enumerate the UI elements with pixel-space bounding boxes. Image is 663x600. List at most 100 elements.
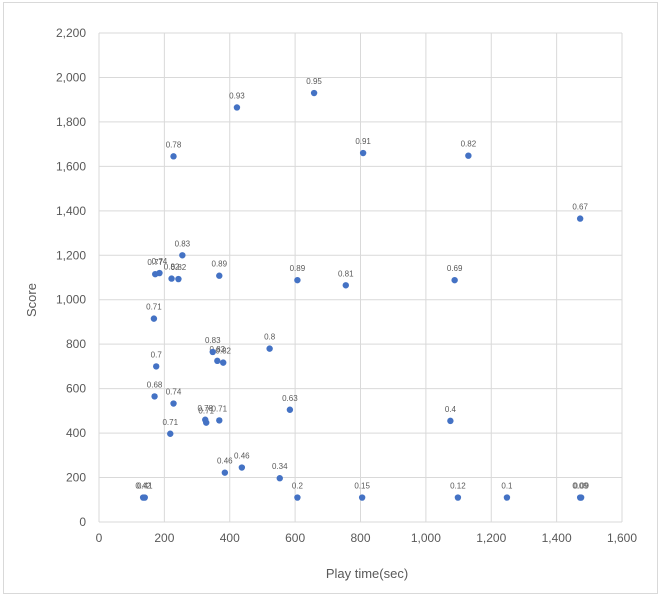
data-point [221, 469, 229, 476]
data-point [168, 275, 175, 282]
data-point [503, 494, 511, 501]
data-point [577, 494, 585, 501]
data-label: 0.46 [217, 457, 233, 466]
data-label: 0.83 [205, 336, 221, 345]
data-label: 0.12 [450, 482, 466, 491]
data-point [209, 348, 216, 356]
y-tick-label: 1,600 [56, 159, 86, 173]
y-tick-label: 2,200 [56, 26, 86, 40]
data-label: 0.74 [166, 388, 182, 397]
data-points [139, 89, 585, 501]
y-tick-label: 0 [79, 515, 86, 529]
data-point [266, 345, 273, 352]
data-label: 0.71 [162, 418, 178, 427]
data-point [150, 315, 158, 322]
data-label: 0.82 [461, 140, 477, 149]
data-point [447, 417, 454, 425]
data-label: 0.71 [212, 404, 228, 413]
data-label: 0.15 [354, 482, 370, 491]
data-label: 0.82 [171, 263, 187, 272]
data-point [238, 464, 246, 471]
data-point [156, 269, 163, 277]
data-label: 0.42 [135, 482, 151, 491]
x-tick-label: 600 [285, 531, 305, 545]
data-label: 0.82 [164, 263, 180, 272]
data-point [216, 272, 223, 279]
data-label: 0.89 [290, 264, 306, 273]
data-point [216, 417, 223, 424]
data-label: 0.2 [292, 482, 304, 491]
data-label: 0.78 [197, 404, 213, 413]
data-label: 0.93 [229, 91, 245, 100]
x-tick-label: 200 [154, 531, 174, 545]
data-point [151, 393, 158, 400]
x-tick-label: 800 [350, 531, 370, 545]
x-tick-label: 1,000 [411, 531, 441, 545]
data-label: 0.8 [264, 333, 276, 342]
data-point [153, 363, 160, 370]
data-label: 0.63 [282, 394, 298, 403]
data-point [167, 430, 174, 437]
tick-labels: 0 200 400 600 800 1,000 1,200 1,400 1,600 0 200 400… [56, 26, 637, 545]
y-tick-label: 600 [66, 382, 86, 396]
data-point [179, 252, 186, 259]
x-tick-label: 1,200 [476, 531, 506, 545]
data-label: 0.83 [175, 239, 191, 248]
data-point [233, 104, 241, 111]
data-point [342, 282, 349, 289]
data-label: 0.34 [272, 462, 288, 471]
chart-frame [3, 2, 658, 594]
data-label: 0.09 [573, 482, 589, 491]
y-axis-title: Score [24, 283, 39, 317]
data-labels: 0.930.950.91 0.820.780.670.830.770.740.82… [135, 77, 589, 491]
data-point [294, 276, 301, 284]
data-point [214, 357, 221, 365]
data-label: 0.82 [215, 347, 231, 356]
data-point [294, 494, 301, 501]
data-point [576, 215, 584, 222]
data-label: 0.4 [445, 405, 457, 414]
y-tick-label: 1,400 [56, 204, 86, 218]
data-label: 0.67 [572, 203, 588, 212]
data-label: 0.82 [210, 345, 226, 354]
data-point [170, 400, 177, 407]
y-tick-label: 1,800 [56, 115, 86, 129]
data-point [276, 475, 283, 482]
y-tick-label: 2,000 [56, 70, 86, 84]
data-label: 0.77 [147, 258, 163, 267]
data-label: 0.46 [234, 452, 250, 461]
data-label: 0.1 [501, 482, 513, 491]
data-point [310, 89, 318, 97]
x-tick-label: 0 [96, 531, 103, 545]
data-label: 0.89 [212, 260, 228, 269]
data-label: 0.71 [146, 303, 162, 312]
gridlines [98, 32, 623, 523]
data-label: 0.95 [306, 77, 322, 86]
data-point [141, 494, 148, 501]
data-label: 0.69 [447, 264, 463, 273]
x-tick-label: 400 [220, 531, 240, 545]
data-point [286, 406, 294, 413]
data-label: 0.81 [338, 269, 354, 278]
data-point [358, 494, 366, 501]
data-label: 0.68 [147, 380, 163, 389]
data-label: 0.71 [198, 407, 214, 416]
data-point [451, 276, 458, 284]
y-tick-label: 400 [66, 426, 86, 440]
data-point [220, 359, 227, 366]
y-tick-label: 200 [66, 471, 86, 485]
data-label: 0.91 [355, 137, 371, 146]
y-tick-label: 1,200 [56, 248, 86, 262]
x-tick-label: 1,600 [607, 531, 637, 545]
x-axis-title: Play time(sec) [326, 566, 408, 581]
data-point [465, 152, 472, 159]
data-label: 0.74 [152, 257, 168, 266]
data-point [175, 275, 182, 283]
data-label: 0.41 [137, 482, 153, 491]
data-label: 0.7 [151, 350, 163, 359]
data-point [170, 153, 177, 160]
x-tick-label: 1,400 [542, 531, 572, 545]
data-label: 0.78 [166, 140, 182, 149]
data-point [454, 494, 462, 501]
